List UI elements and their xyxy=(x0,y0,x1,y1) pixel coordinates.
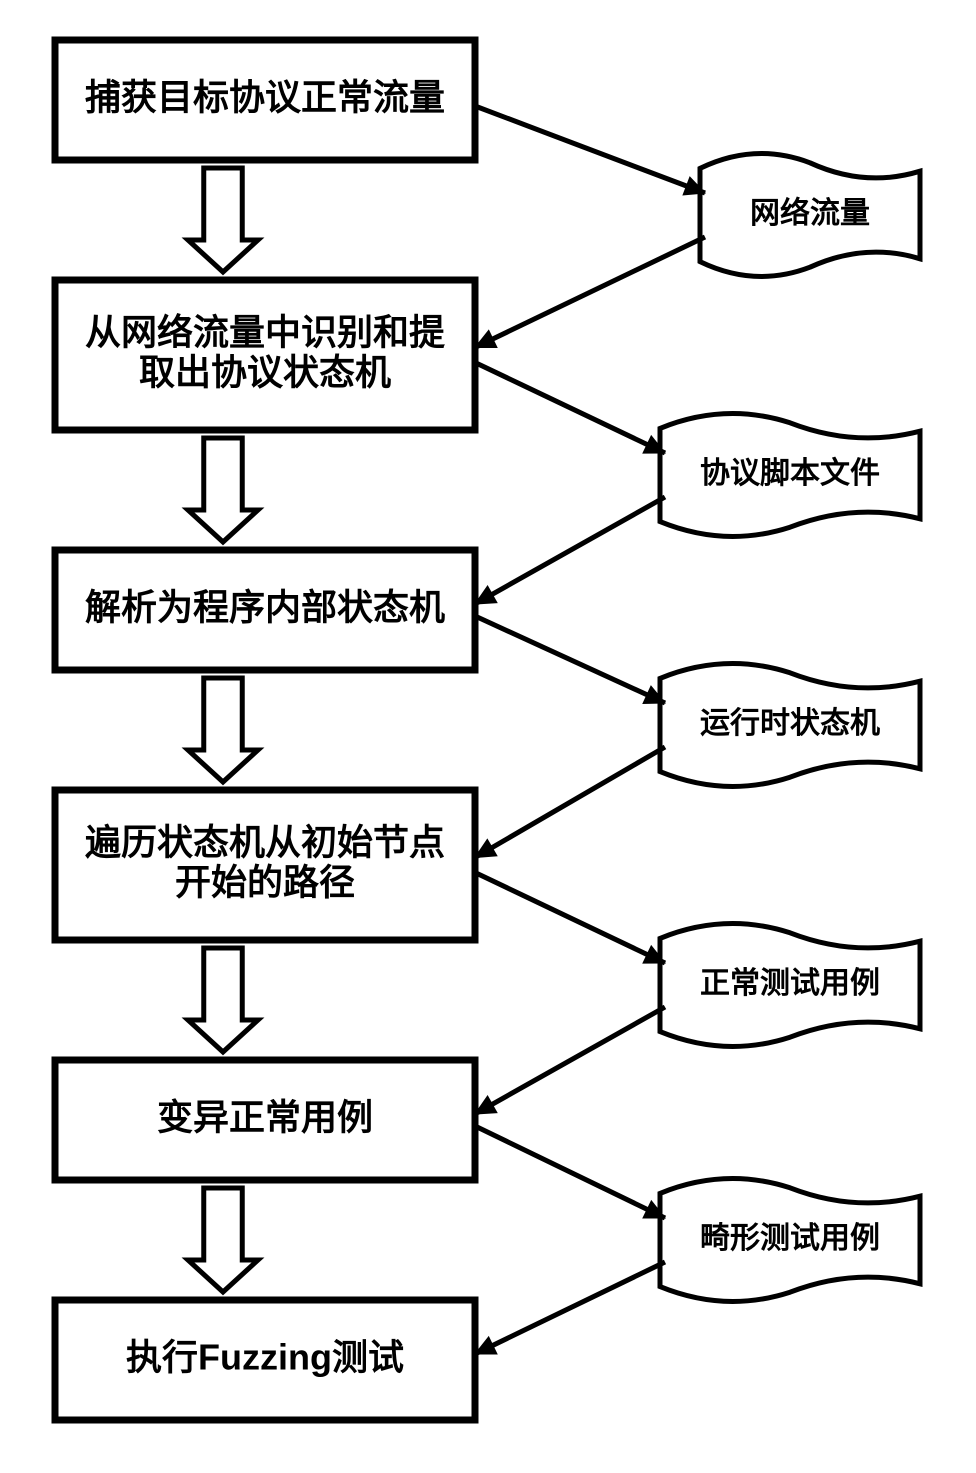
process-box-label-line1: 从网络流量中识别和提 xyxy=(85,312,445,353)
process-box-label: 变异正常用例 xyxy=(157,1097,373,1138)
document-shape-d4: 正常测试用例 xyxy=(660,924,920,1047)
process-box-b5: 变异正常用例 xyxy=(55,1060,475,1180)
hollow-down-arrow xyxy=(188,1188,258,1292)
process-box-b1: 捕获目标协议正常流量 xyxy=(55,40,475,160)
document-shape-d1: 网络流量 xyxy=(700,154,920,277)
process-box-b6: 执行Fuzzing测试 xyxy=(55,1300,475,1420)
hollow-down-arrow xyxy=(188,438,258,542)
arrow-box-to-doc xyxy=(475,106,705,193)
arrow-box-to-doc xyxy=(475,616,665,703)
document-label: 畸形测试用例 xyxy=(700,1222,880,1255)
document-label: 网络流量 xyxy=(750,196,870,230)
hollow-down-arrow xyxy=(188,678,258,782)
process-box-b2: 从网络流量中识别和提取出协议状态机 xyxy=(55,280,475,430)
arrow-doc-to-box xyxy=(475,1007,665,1114)
process-box-b3: 解析为程序内部状态机 xyxy=(55,550,475,670)
process-box-label-line2: 开始的路径 xyxy=(175,861,355,902)
process-box-label-line1: 遍历状态机从初始节点 xyxy=(85,822,445,863)
document-shape-d3: 运行时状态机 xyxy=(660,664,920,787)
arrow-box-to-doc xyxy=(475,1126,665,1218)
arrow-doc-to-box xyxy=(475,237,705,348)
process-box-label: 捕获目标协议正常流量 xyxy=(85,77,445,118)
process-box-label: 解析为程序内部状态机 xyxy=(85,587,445,628)
document-label: 正常测试用例 xyxy=(700,967,880,1000)
document-label: 协议脚本文件 xyxy=(700,456,880,490)
hollow-down-arrow xyxy=(188,168,258,272)
document-shape-d2: 协议脚本文件 xyxy=(660,414,920,537)
document-shape-d5: 畸形测试用例 xyxy=(660,1179,920,1302)
process-box-label: 执行Fuzzing测试 xyxy=(126,1337,404,1378)
hollow-down-arrow xyxy=(188,948,258,1052)
arrow-box-to-doc xyxy=(475,363,665,454)
arrow-doc-to-box xyxy=(475,497,665,604)
document-label: 运行时状态机 xyxy=(700,707,880,740)
process-box-b4: 遍历状态机从初始节点开始的路径 xyxy=(55,790,475,940)
arrow-doc-to-box xyxy=(475,1262,665,1354)
arrow-doc-to-box xyxy=(475,747,665,858)
arrow-box-to-doc xyxy=(475,873,665,964)
process-box-label-line2: 取出协议状态机 xyxy=(139,351,391,392)
